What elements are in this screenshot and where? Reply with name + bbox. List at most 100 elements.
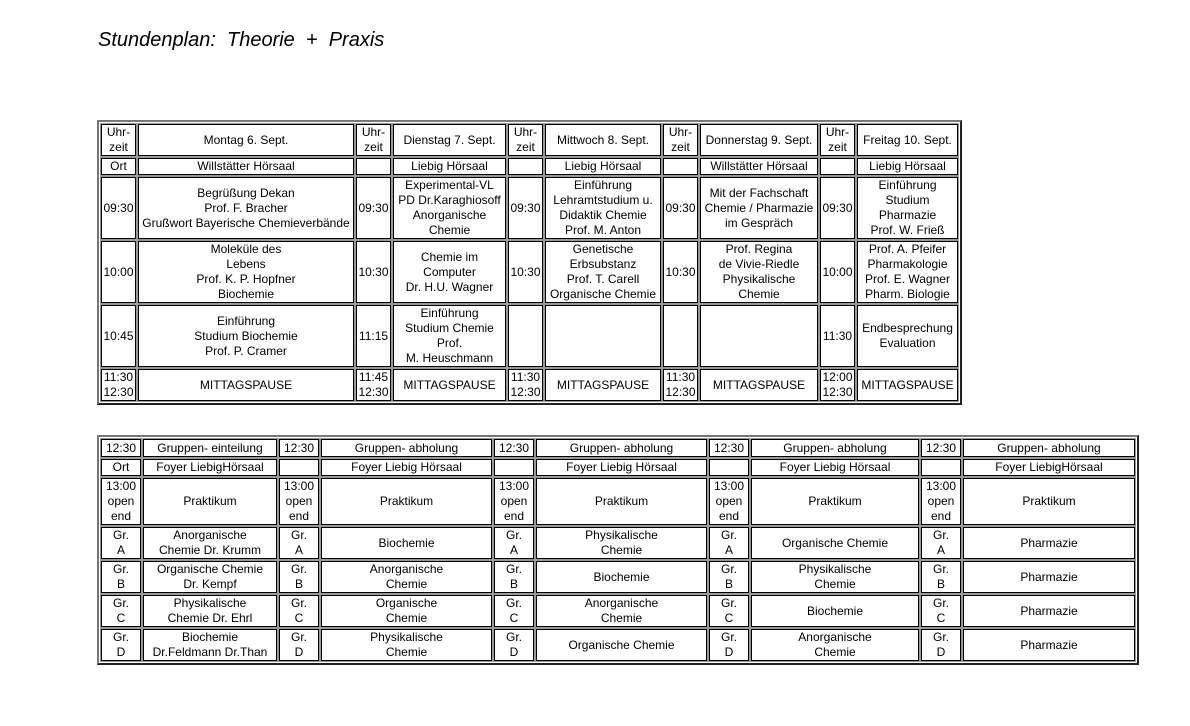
group-header: Gruppen- abholung [750,438,920,458]
group-subject: Organische Chemie [535,628,708,662]
group-label: Gr. C [920,594,962,628]
group-label: Gr. A [920,526,962,560]
location-cell: Foyer Liebig Hörsaal [750,458,920,477]
location-label: Ort [100,458,142,477]
location-cell: Foyer Liebig Hörsaal [535,458,708,477]
session-cell: MITTAGSPAUSE [544,368,662,402]
group-label: Gr. D [493,628,535,662]
day-header: Montag 6. Sept. [137,123,355,157]
session-cell [544,304,662,368]
time-cell: 13:00 open end [278,477,320,526]
group-header: Gruppen- einteilung [142,438,278,458]
time-header: Uhr- zeit [507,123,544,157]
location-row: Ort Willstätter Hörsaal Liebig Hörsaal Lieb… [100,157,959,176]
group-label: Gr. B [493,560,535,594]
group-subject: Physikalische Chemie [750,560,920,594]
day-header: Dienstag 7. Sept. [392,123,507,157]
group-subject: Anorganische Chemie [535,594,708,628]
slot-row: 10:00 Moleküle des Lebens Prof. K. P. Hop… [100,240,959,304]
location-label [708,458,750,477]
time-cell: 11:30 12:30 [507,368,544,402]
group-subject: Pharmazie [962,594,1136,628]
time-cell: 09:30 [355,176,392,240]
group-label: Gr. D [100,628,142,662]
time-cell: 10:00 [819,240,856,304]
session-cell: Einführung Studium Biochemie Prof. P. Cr… [137,304,355,368]
day-header: Mittwoch 8. Sept. [544,123,662,157]
location-cell: Liebig Hörsaal [856,157,959,176]
session-cell: Endbesprechung Evaluation [856,304,959,368]
group-label: Gr. D [708,628,750,662]
time-cell: 11:30 12:30 [662,368,699,402]
group-label: Gr. B [278,560,320,594]
time-cell: 12:30 [708,438,750,458]
session-cell: Chemie im Computer Dr. H.U. Wagner [392,240,507,304]
location-cell: Willstätter Hörsaal [699,157,819,176]
location-label [278,458,320,477]
lab-schedule-table: 12:30 Gruppen- einteilung 12:30 Gruppen- ab… [97,435,1139,665]
location-label [507,157,544,176]
time-cell: 11:45 12:30 [355,368,392,402]
group-label: Gr. A [493,526,535,560]
group-subject: Physikalische Chemie Dr. Ehrl [142,594,278,628]
group-label: Gr. C [493,594,535,628]
time-cell: 12:00 12:30 [819,368,856,402]
slot-row: 10:45 Einführung Studium Biochemie Prof. … [100,304,959,368]
group-header: Gruppen- abholung [535,438,708,458]
group-subject: Biochemie [750,594,920,628]
group-header: Gruppen- abholung [962,438,1136,458]
session-cell: Einführung Lehramtstudium u. Didaktik Ch… [544,176,662,240]
time-header: Uhr- zeit [662,123,699,157]
practical-cell: Praktikum [962,477,1136,526]
group-label: Gr. A [278,526,320,560]
time-cell: 09:30 [100,176,137,240]
group-subject: Pharmazie [962,628,1136,662]
session-cell: Experimental-VL PD Dr.Karaghiosoff Anorg… [392,176,507,240]
practical-cell: Praktikum [320,477,493,526]
time-cell: 13:00 open end [493,477,535,526]
session-cell: Prof. Regina de Vivie-Riedle Physikalisc… [699,240,819,304]
group-row: Gr. B Organische Chemie Dr. Kempf Gr. B Ano… [100,560,1136,594]
time-cell: 12:30 [278,438,320,458]
location-label [819,157,856,176]
group-subject: Pharmazie [962,526,1136,560]
time-cell: 10:30 [662,240,699,304]
location-cell: Willstätter Hörsaal [137,157,355,176]
time-cell: 12:30 [100,438,142,458]
slot-row: 09:30 Begrüßung Dekan Prof. F. Bracher Gr… [100,176,959,240]
time-cell: 13:00 open end [920,477,962,526]
practical-cell: Praktikum [142,477,278,526]
session-cell: Prof. A. Pfeifer Pharmakologie Prof. E. … [856,240,959,304]
time-cell: 09:30 [507,176,544,240]
location-cell: Foyer Liebig Hörsaal [320,458,493,477]
group-subject: Pharmazie [962,560,1136,594]
group-label: Gr. B [708,560,750,594]
group-header-row: 12:30 Gruppen- einteilung 12:30 Gruppen- ab… [100,438,1136,458]
session-cell: Einführung Studium Pharmazie Prof. W. Fr… [856,176,959,240]
group-header: Gruppen- abholung [320,438,493,458]
time-header: Uhr- zeit [100,123,137,157]
group-subject: Biochemie [535,560,708,594]
lunch-row: 11:30 12:30 MITTAGSPAUSE 11:45 12:30 MITTAG… [100,368,959,402]
lecture-schedule-table: Uhr- zeit Montag 6. Sept. Uhr- zeit Diensta… [97,120,962,405]
practical-cell: Praktikum [535,477,708,526]
time-cell: 12:30 [920,438,962,458]
group-subject: Biochemie Dr.Feldmann Dr.Than [142,628,278,662]
time-cell: 13:00 open end [100,477,142,526]
time-cell: 11:15 [355,304,392,368]
session-cell: Einführung Studium Chemie Prof. M. Heusc… [392,304,507,368]
session-cell: MITTAGSPAUSE [699,368,819,402]
group-label: Gr. A [708,526,750,560]
group-label: Gr. B [920,560,962,594]
group-label: Gr. C [278,594,320,628]
time-cell: 13:00 open end [708,477,750,526]
location-cell: Liebig Hörsaal [544,157,662,176]
group-subject: Anorganische Chemie [320,560,493,594]
group-label: Gr. C [100,594,142,628]
group-subject: Anorganische Chemie Dr. Krumm [142,526,278,560]
group-subject: Physikalische Chemie [320,628,493,662]
location-cell: Foyer LiebigHörsaal [962,458,1136,477]
location-cell: Liebig Hörsaal [392,157,507,176]
